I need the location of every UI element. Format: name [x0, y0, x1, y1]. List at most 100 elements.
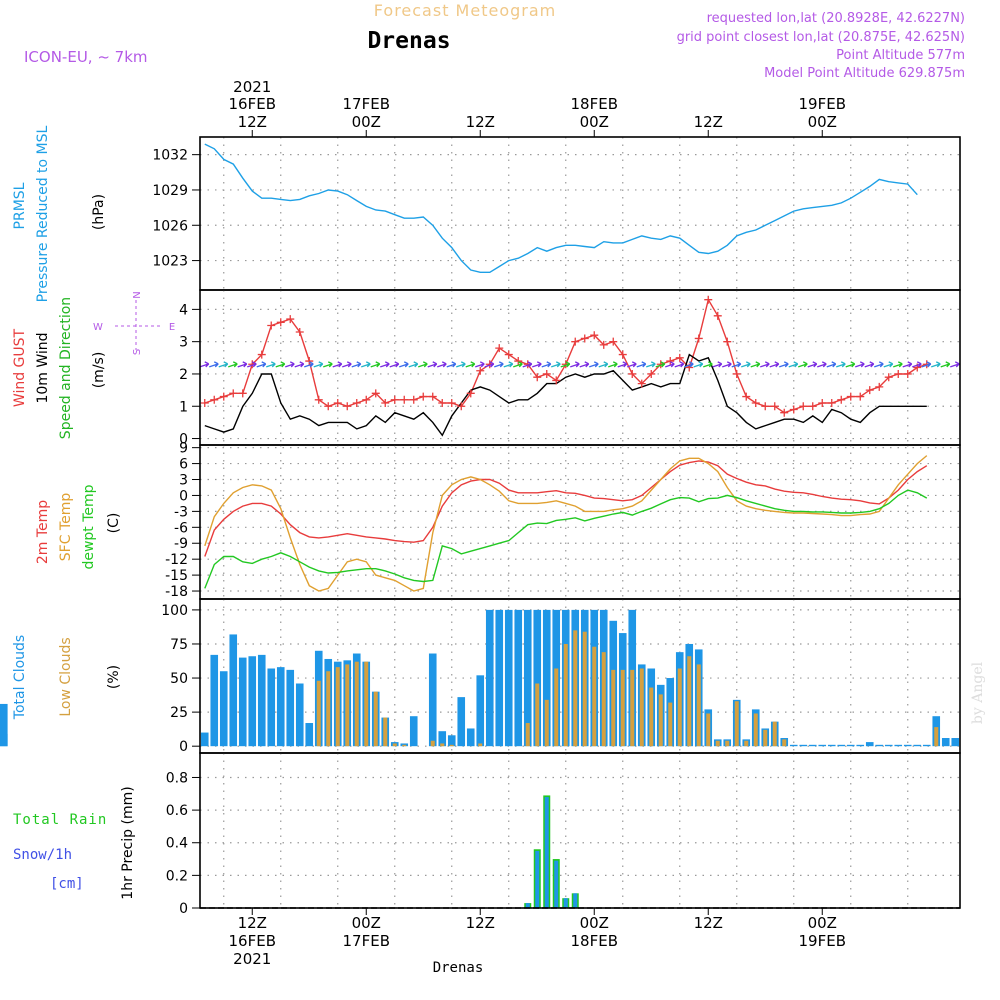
bar-total-cloud: [799, 744, 808, 747]
bar-low-cloud: [772, 721, 777, 747]
bar-total-cloud: [922, 744, 931, 747]
y-tick-label: 0.2: [166, 868, 188, 884]
bar-low-cloud: [402, 744, 407, 747]
wind-direction-arrow: [817, 361, 827, 368]
wind-direction-arrow: [893, 361, 903, 368]
wind-direction-arrow: [541, 361, 552, 368]
bar-total-cloud: [865, 742, 874, 747]
wind-direction-arrow: [684, 361, 694, 368]
bar-snow: [544, 797, 549, 908]
bar-low-cloud: [677, 668, 682, 747]
gust-point: [371, 389, 380, 398]
gust-point: [599, 340, 608, 349]
wind-direction-arrow: [266, 361, 276, 368]
y-tick-label: -18: [165, 584, 188, 600]
gust-point: [637, 379, 646, 388]
requested-coords: requested lon,lat (20.8928E, 42.6227N): [707, 11, 965, 26]
location-title: Drenas: [367, 28, 450, 54]
bar-low-cloud: [934, 727, 939, 747]
y-tick-label: 1: [179, 399, 188, 415]
wind-direction-arrow: [665, 361, 675, 368]
top-tick-date: 17FEB: [343, 95, 390, 113]
wind-direction-arrow: [845, 361, 856, 368]
p4-label-total: Total Clouds: [12, 635, 28, 720]
wind-direction-arrow: [475, 361, 485, 368]
gust-point: [713, 311, 722, 320]
gust-point: [894, 369, 903, 378]
top-tick-date: 18FEB: [571, 95, 618, 113]
top-tick-hour: 00Z: [580, 113, 609, 131]
gust-point: [257, 350, 266, 359]
p5-label-rain: Total Rain: [13, 812, 107, 828]
gridpoint-coords: grid point closest lon,lat (20.875E, 42.…: [677, 30, 965, 45]
bar-low-cloud: [354, 661, 359, 747]
wind-direction-arrow: [579, 361, 590, 368]
top-tick-hour: 12Z: [466, 113, 495, 131]
p1-label-pressure: Pressure Reduced to MSL: [35, 125, 51, 302]
bar-total-cloud: [875, 744, 884, 747]
gust-point: [609, 337, 618, 346]
y-tick-label: 25: [170, 705, 188, 721]
p1-label-unit: (hPa): [91, 194, 107, 230]
watermark-text: by Angel: [970, 661, 986, 724]
wind-direction-arrow: [294, 361, 305, 368]
bar-low-cloud: [706, 713, 711, 747]
y-tick-label: 100: [161, 603, 188, 619]
gust-point: [723, 337, 732, 346]
bottom-tick-hour: 12Z: [466, 914, 495, 932]
bar-total-cloud: [827, 744, 836, 747]
wind-direction-arrow: [399, 361, 409, 368]
bar-low-cloud: [335, 667, 340, 747]
bar-total-cloud: [913, 744, 922, 747]
bar-low-cloud: [573, 630, 578, 747]
gust-point: [675, 353, 684, 362]
point-altitude: Point Altitude 577m: [836, 48, 965, 63]
gust-point: [238, 389, 247, 398]
panel-4: 0 25 50 75 100: [0, 598, 961, 755]
bar-total-cloud: [276, 667, 285, 747]
bar-total-cloud: [286, 669, 295, 747]
gust-point: [466, 389, 475, 398]
bar-low-cloud: [658, 694, 663, 747]
gust-point: [381, 399, 390, 408]
wind-direction-arrow: [674, 361, 685, 368]
y-tick-label: -6: [174, 520, 188, 536]
gust-point: [818, 399, 827, 408]
bar-low-cloud: [753, 713, 758, 747]
wind-direction-arrow: [731, 361, 742, 368]
wind-direction-arrow: [427, 361, 438, 368]
wind-direction-arrow: [532, 361, 542, 368]
gust-point: [343, 402, 352, 411]
gust-point: [571, 337, 580, 346]
bar-total-cloud: [295, 683, 304, 747]
gust-point: [751, 399, 760, 408]
gust-point: [210, 395, 219, 404]
gust-point: [704, 295, 713, 304]
wind-direction-arrow: [408, 361, 419, 368]
wind-direction-arrow: [560, 361, 571, 368]
wind-direction-arrow: [940, 361, 951, 368]
top-tick-hour: 12Z: [694, 113, 723, 131]
bar-total-cloud: [523, 609, 532, 747]
bottom-tick-hour: 00Z: [808, 914, 837, 932]
gust-point: [390, 395, 399, 404]
p2-label-speed-dir: Speed and Direction: [58, 297, 74, 439]
wind-direction-arrow: [209, 361, 219, 368]
y-tick-label: -12: [165, 552, 188, 568]
bar-total-cloud: [200, 732, 209, 747]
gust-point: [628, 369, 637, 378]
gust-point: [694, 334, 703, 343]
bar-total-cloud: [903, 744, 912, 747]
bar-snow: [525, 903, 530, 908]
p2-label-unit: (m/s): [91, 352, 107, 389]
wind-direction-arrow: [446, 361, 457, 368]
bar-total-cloud: [248, 656, 257, 747]
y-tick-label: 3: [179, 335, 188, 351]
wind-compass-icon: N S W E: [93, 291, 175, 355]
series-2m-temp: [204, 460, 928, 557]
bar-total-cloud: [267, 668, 276, 747]
bar-total-cloud: [789, 744, 798, 747]
panels: 102310261029103201234-18-15-12-9-6-30369…: [0, 136, 961, 917]
gust-point: [352, 399, 361, 408]
